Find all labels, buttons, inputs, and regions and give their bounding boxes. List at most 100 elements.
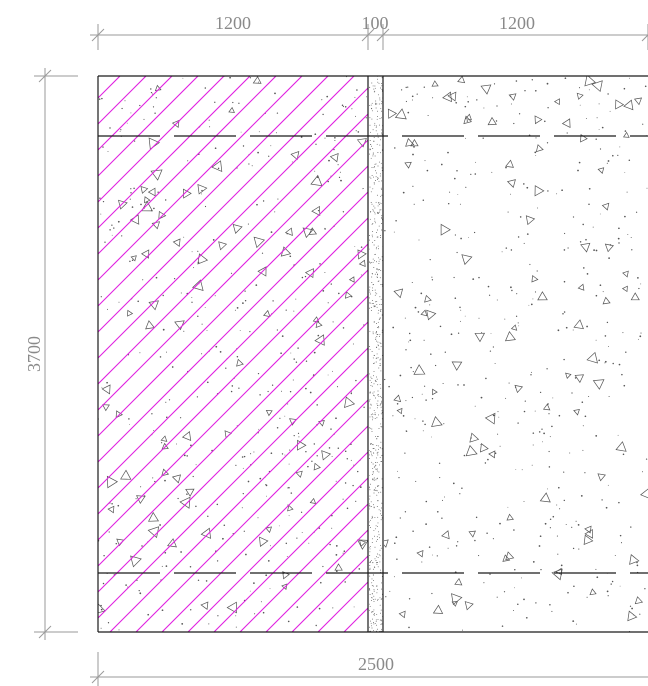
aggregate-triangle	[265, 410, 273, 417]
joint-speckle	[375, 126, 377, 128]
joint-speckle	[375, 380, 377, 382]
aggregate-dot	[399, 374, 402, 377]
aggregate-dot	[519, 216, 522, 218]
joint-speckle	[369, 391, 371, 393]
joint-speckle	[369, 392, 371, 394]
aggregate-dot	[410, 366, 412, 369]
joint-speckle	[381, 256, 383, 258]
aggregate-triangle	[200, 601, 209, 610]
aggregate-dot	[363, 406, 365, 409]
aggregate-triangle	[525, 215, 536, 226]
aggregate-dot	[549, 527, 551, 529]
aggregate-dot	[595, 294, 598, 297]
aggregate-dot	[585, 238, 587, 241]
joint-speckle	[369, 521, 370, 523]
aggregate-dot	[599, 213, 601, 215]
aggregate-dot	[395, 536, 398, 539]
aggregate-triangle	[150, 169, 163, 181]
aggregate-dot	[318, 607, 321, 610]
aggregate-dot	[111, 503, 113, 505]
aggregate-dot	[614, 555, 616, 556]
aggregate-dot	[153, 207, 155, 210]
aggregate-dot	[617, 237, 620, 240]
aggregate-dot	[393, 576, 395, 578]
aggregate-triangle	[622, 131, 630, 138]
aggregate-dot	[285, 309, 287, 311]
aggregate-dot	[442, 382, 444, 385]
aggregate-dot	[483, 582, 485, 584]
aggregate-dot	[405, 86, 407, 89]
aggregate-dot	[535, 137, 537, 139]
aggregate-dot	[215, 345, 218, 348]
hatch-line	[98, 113, 368, 385]
aggregate-dot	[447, 151, 449, 154]
aggregate-dot	[496, 596, 498, 598]
aggregate-triangle	[321, 450, 332, 461]
joint-speckle	[370, 157, 372, 159]
joint-speckle	[377, 312, 379, 314]
joint-speckle	[381, 400, 383, 402]
aggregate-dot	[117, 220, 120, 223]
joint-speckle	[372, 517, 374, 519]
joint-speckle	[381, 620, 383, 622]
aggregate-dot	[133, 187, 135, 190]
joint-speckle	[381, 623, 383, 625]
joint-speckle	[377, 281, 379, 283]
aggregate-dot	[195, 505, 197, 508]
aggregate-dot	[100, 296, 102, 298]
aggregate-dot	[342, 211, 345, 213]
aggregate-triangle	[623, 99, 634, 111]
hatch-line	[98, 76, 303, 281]
aggregate-triangle	[461, 254, 473, 266]
joint-speckle	[375, 435, 377, 437]
joint-speckle	[378, 395, 380, 397]
joint-speckle	[381, 628, 382, 630]
aggregate-dot	[474, 539, 476, 542]
hatch-line	[343, 607, 368, 632]
joint-speckle	[381, 487, 383, 489]
hatch-line	[396, 72, 648, 632]
joint-speckle	[377, 268, 379, 270]
aggregate-dot	[606, 590, 609, 593]
joint-speckle	[381, 85, 383, 87]
aggregate-dot	[265, 574, 268, 577]
joint-speckle	[377, 136, 379, 138]
aggregate-dot	[441, 517, 443, 519]
joint-speckle	[377, 451, 379, 453]
aggregate-dot	[416, 93, 418, 95]
joint-speckle	[380, 304, 382, 305]
aggregate-dot	[139, 592, 142, 595]
left-height-label: 3700	[24, 336, 44, 372]
joint-speckle	[370, 262, 372, 264]
aggregate-dot	[544, 120, 546, 123]
aggregate-triangle	[284, 227, 293, 236]
joint-speckle	[379, 209, 381, 211]
aggregate-dot	[267, 560, 270, 562]
joint-speckle	[369, 235, 370, 236]
joint-speckle	[378, 336, 380, 338]
joint-speckle	[370, 107, 372, 109]
aggregate-dot	[365, 117, 367, 119]
joint-speckle	[372, 585, 374, 587]
aggregate-dot	[204, 87, 207, 89]
aggregate-dot	[538, 431, 541, 433]
aggregate-triangle	[171, 474, 181, 484]
aggregate-triangle	[539, 492, 551, 503]
aggregate-dot	[99, 197, 101, 199]
aggregate-dot	[338, 292, 340, 295]
aggregate-triangle	[534, 115, 543, 125]
joint-speckle	[380, 544, 381, 546]
joint-speckle	[380, 83, 382, 85]
joint-speckle	[378, 531, 379, 533]
hatch-line	[98, 269, 368, 541]
aggregate-dot	[491, 171, 493, 173]
aggregate-dot	[334, 139, 336, 142]
joint-speckle	[370, 104, 372, 106]
aggregate-dot	[239, 329, 241, 331]
joint-speckle	[377, 94, 379, 96]
joint-speckle	[378, 211, 380, 213]
aggregate-dot	[564, 77, 567, 80]
joint-speckle	[371, 627, 373, 629]
aggregate-dot	[563, 471, 565, 473]
aggregate-dot	[355, 500, 357, 502]
